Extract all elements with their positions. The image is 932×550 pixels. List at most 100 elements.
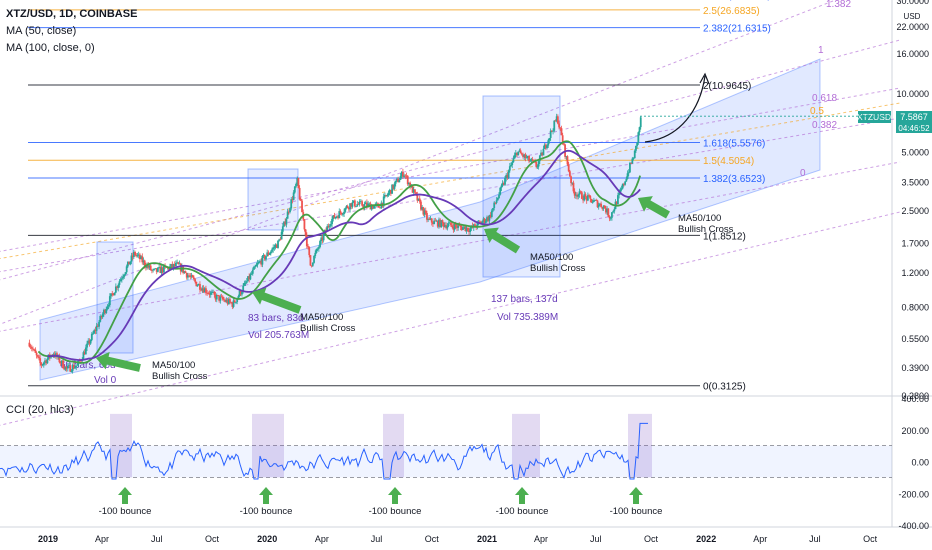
candle-body (394, 180, 397, 184)
candle-body (195, 281, 198, 287)
candle-body (267, 252, 270, 255)
pitchfork-label: 0.618 (812, 93, 837, 104)
candle-body (327, 226, 330, 227)
ma50-line[interactable] (37, 140, 641, 364)
candle-body (589, 195, 592, 199)
candle-body (571, 182, 574, 184)
candle-body (142, 260, 145, 263)
candle-body (149, 265, 152, 271)
candle-body (322, 234, 325, 241)
candle-body (215, 294, 218, 300)
annotation-arrow (252, 287, 302, 314)
fib-label: 2.5(26.6835) (703, 6, 760, 17)
range-bars: 60 bars, 60d (60, 360, 116, 371)
candle-body (373, 205, 375, 209)
cci-line[interactable] (0, 422, 648, 480)
projection-arc[interactable] (644, 75, 706, 143)
candles (28, 113, 642, 374)
candle-body (595, 200, 598, 201)
candle-body (513, 155, 516, 159)
candle-body (541, 152, 544, 156)
candle-body (90, 333, 93, 340)
candle-body (247, 276, 249, 282)
time-tick: 2021 (477, 534, 497, 544)
candle-body (171, 264, 174, 268)
candle-body (98, 321, 100, 327)
measure-box[interactable] (96, 241, 134, 354)
candle-body (268, 253, 271, 255)
ticker-label: XTZUSD (857, 112, 891, 122)
candle-body (45, 360, 48, 364)
candle-body (329, 224, 332, 226)
candle-body (496, 197, 499, 201)
candle-body (519, 150, 522, 154)
candle-body (170, 264, 173, 267)
candle-body (600, 203, 603, 208)
annotation-subtitle: Bullish Cross (530, 263, 586, 274)
candle-body (583, 194, 586, 201)
candle-body (375, 203, 378, 205)
candle-body (577, 194, 580, 197)
candle-body (636, 142, 639, 146)
candle-body (412, 189, 415, 193)
candle-body (287, 211, 290, 213)
candle-body (104, 309, 106, 313)
candle-body (263, 255, 266, 260)
candle-body (273, 247, 276, 249)
bounce-arrow (515, 487, 529, 504)
candle-body (451, 225, 454, 227)
candle-body (63, 368, 66, 370)
measure-box[interactable] (482, 95, 561, 278)
range-volume: Vol 735.389M (497, 312, 558, 323)
candle-body (84, 347, 87, 355)
candle-body (550, 130, 553, 132)
candle-body (441, 220, 444, 223)
candle-body (624, 181, 627, 185)
current-price-badge (896, 111, 932, 133)
candle-body (279, 239, 282, 241)
ma100-line[interactable] (47, 149, 641, 361)
candle-body (439, 219, 442, 228)
candle-body (502, 183, 505, 185)
candle-body (179, 263, 182, 272)
candle-body (315, 249, 318, 253)
candle-body (299, 199, 302, 201)
candle-body (200, 289, 203, 291)
time-tick: Oct (205, 534, 220, 544)
cci-tick: -400.00 (898, 521, 929, 531)
candle-body (117, 284, 120, 288)
candle-body (506, 174, 509, 178)
price-tick: 1.7000 (901, 239, 929, 249)
candle-body (262, 255, 265, 257)
measure-box[interactable] (247, 168, 299, 231)
candle-body (158, 267, 161, 268)
candle-body (403, 175, 406, 177)
candle-body (498, 194, 500, 198)
candle-body (396, 178, 398, 181)
cci-tick: 200.00 (901, 426, 929, 436)
candle-body (361, 201, 363, 206)
pitchfork-line (0, 39, 901, 281)
candle-body (96, 325, 99, 327)
candle-body (397, 178, 400, 183)
candle-body (134, 252, 136, 255)
candle-body (365, 202, 368, 207)
candle-body (414, 189, 416, 193)
candle-body (574, 194, 577, 196)
candle-body (359, 201, 362, 203)
candle-body (317, 247, 320, 249)
candle-body (596, 200, 599, 208)
candle-body (141, 256, 144, 263)
candle-body (214, 294, 217, 300)
candle-body (409, 182, 412, 188)
candle-body (504, 178, 506, 185)
pitchfork-label: 0.382 (812, 120, 837, 131)
bounce-label: -100 bounce (496, 506, 549, 517)
cci-tick: 400.00 (901, 394, 929, 404)
candle-body (599, 203, 601, 205)
candle-body (223, 299, 225, 301)
candle-body (580, 192, 583, 199)
candle-body (80, 360, 82, 362)
candle-body (576, 194, 578, 197)
